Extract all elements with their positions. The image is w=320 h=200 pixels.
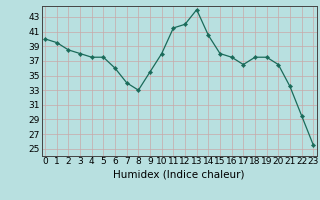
X-axis label: Humidex (Indice chaleur): Humidex (Indice chaleur) bbox=[114, 169, 245, 179]
